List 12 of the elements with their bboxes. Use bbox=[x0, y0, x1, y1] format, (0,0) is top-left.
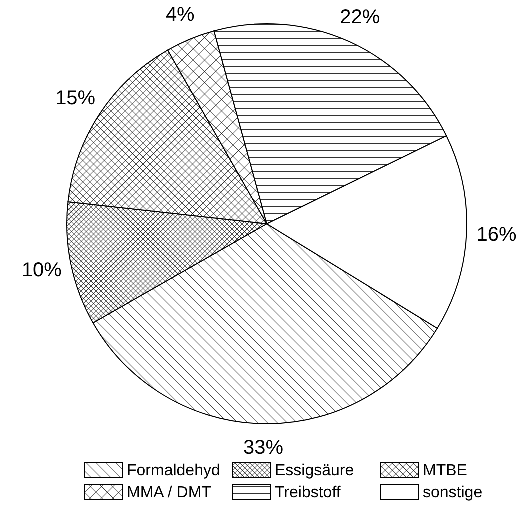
data-label: 22% bbox=[340, 6, 380, 29]
legend-label: sonstige bbox=[423, 484, 483, 502]
legend-label: Treibstoff bbox=[275, 484, 342, 502]
legend-label: Essigsäure bbox=[275, 462, 354, 480]
data-label: 16% bbox=[476, 224, 517, 246]
data-label: 33% bbox=[243, 437, 284, 460]
data-label: 15% bbox=[56, 87, 96, 110]
legend-label: MTBE bbox=[423, 462, 468, 480]
data-label: 10% bbox=[22, 260, 62, 282]
legend-label: MMA / DMT bbox=[127, 484, 212, 502]
data-label: 4% bbox=[166, 4, 196, 26]
legend-label: Formaldehyd bbox=[127, 462, 220, 480]
